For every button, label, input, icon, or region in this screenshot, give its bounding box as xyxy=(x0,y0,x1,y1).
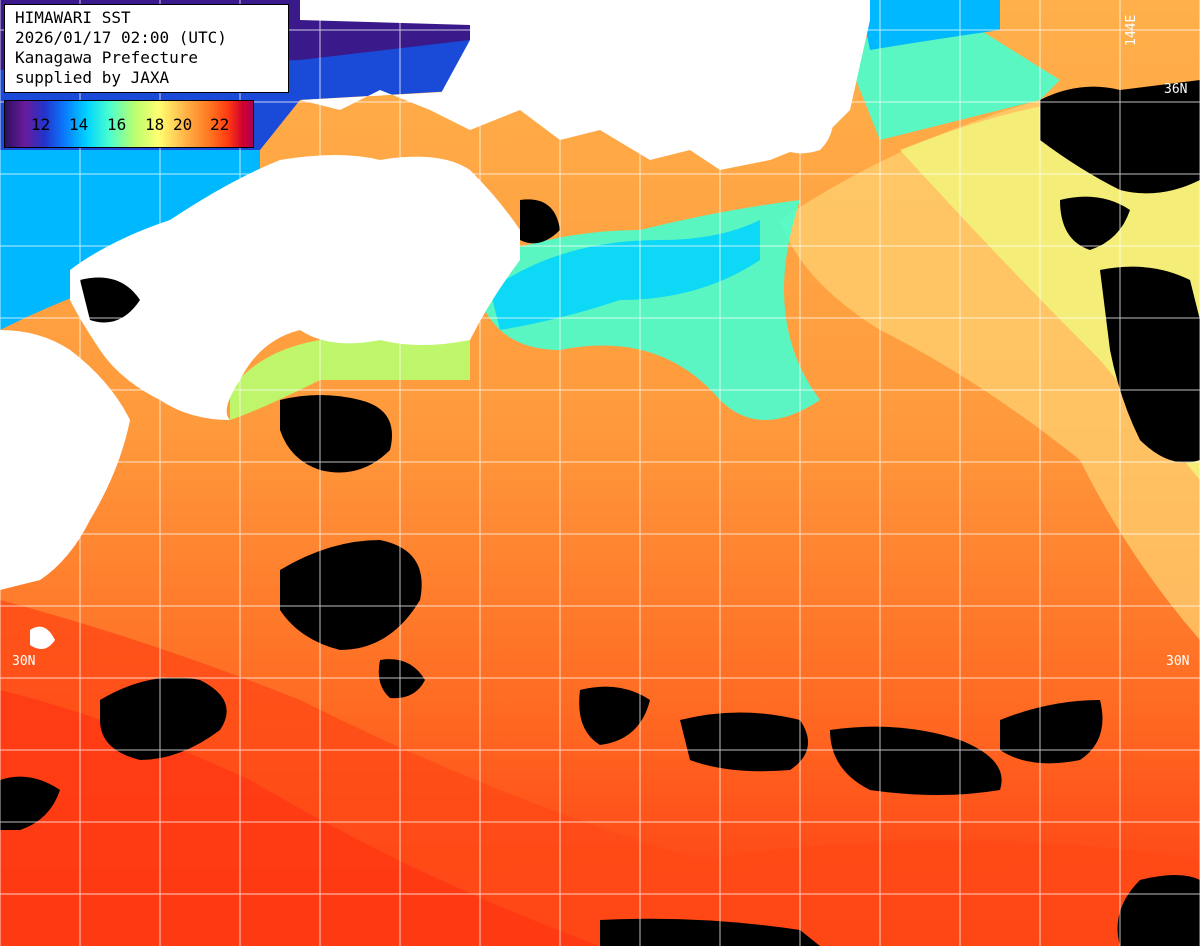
cloud-mask-east-small xyxy=(1060,196,1130,250)
cloud-mask-east xyxy=(1100,266,1200,463)
cloud-mask-central-c xyxy=(830,726,1002,795)
cloud-mask-central-a xyxy=(579,686,650,745)
cloud-mask-small-a xyxy=(378,659,425,699)
legend-tick-20: 20 xyxy=(173,115,193,134)
map-title: HIMAWARI SST xyxy=(15,8,131,27)
cloud-mask-central-b xyxy=(680,712,808,772)
shikoku-honshu-land xyxy=(70,155,520,420)
honshu-north-land xyxy=(440,0,480,95)
cool-water-coastal xyxy=(490,220,760,330)
legend-tick-12: 12 xyxy=(31,115,51,134)
legend-tick-16: 16 xyxy=(107,115,127,134)
legend-tick-14: 14 xyxy=(69,115,89,134)
color-scale-bar xyxy=(5,101,253,147)
cold-water-northeast xyxy=(860,0,1000,50)
honshu-land xyxy=(300,0,870,170)
map-prefecture: Kanagawa Prefecture xyxy=(15,48,199,67)
cloud-mask-southwest xyxy=(100,677,227,760)
cool-water-northeast xyxy=(840,30,1060,140)
color-scale-legend: 12 14 16 18 20 22 xyxy=(4,100,254,148)
legend-tick-18: 18 xyxy=(145,115,165,134)
map-datetime: 2026/01/17 02:00 (UTC) xyxy=(15,28,227,47)
cloud-mask-southeast xyxy=(1117,875,1200,946)
legend-tick-22: 22 xyxy=(210,115,230,134)
cloud-mask-west-a xyxy=(280,395,392,473)
lat-label-30n-west: 30N xyxy=(12,654,36,669)
map-supplier: supplied by JAXA xyxy=(15,68,170,87)
cloud-mask-west-b xyxy=(280,540,422,650)
central-honshu-land xyxy=(630,0,720,90)
cloud-mask-south xyxy=(600,918,820,946)
cloud-mask-inland-sea xyxy=(80,277,140,323)
kyushu-land xyxy=(0,330,130,590)
map-info-box: HIMAWARI SST 2026/01/17 02:00 (UTC) Kana… xyxy=(4,4,289,93)
cloud-mask-kii xyxy=(520,199,560,244)
island-south xyxy=(30,626,55,649)
izu-peninsula xyxy=(770,95,834,154)
cloud-mask-southwest-edge xyxy=(0,776,60,830)
lon-label-136e: 136E xyxy=(484,8,499,40)
mild-water-coastal xyxy=(230,330,470,420)
lat-label-30n-east: 30N xyxy=(1166,654,1190,669)
legend-ticks: 12 14 16 18 20 22 xyxy=(5,101,253,147)
lon-label-144e: 144E xyxy=(1124,14,1139,46)
cloud-mask-east-c xyxy=(1000,700,1103,764)
lat-label-36n: 36N xyxy=(1164,82,1188,97)
